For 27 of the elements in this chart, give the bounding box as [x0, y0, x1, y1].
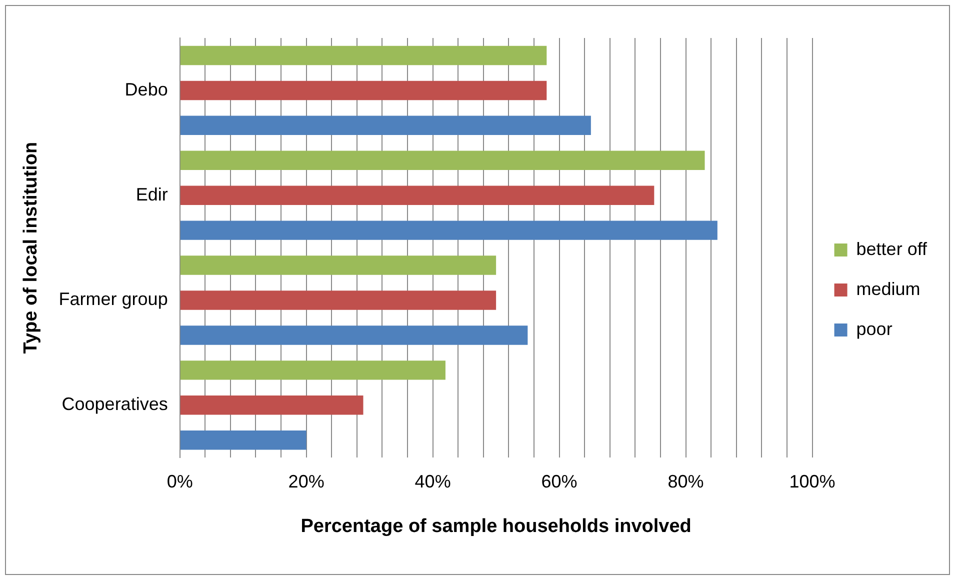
legend-label: better off: [856, 238, 928, 259]
x-tick-label: 20%: [288, 471, 324, 492]
x-tick-label: 60%: [541, 471, 578, 492]
x-tick-label: 100%: [789, 471, 836, 492]
x-tick-label: 80%: [668, 471, 704, 492]
bar: [180, 46, 547, 66]
x-axis-title: Percentage of sample households involved: [300, 516, 692, 537]
bar: [180, 186, 654, 205]
x-tick-label: 40%: [414, 471, 451, 492]
y-axis-title: Type of local institution: [20, 142, 42, 354]
bar: [180, 220, 718, 240]
x-tick-label: 0%: [166, 471, 193, 492]
y-tick-label: Cooperatives: [62, 394, 168, 414]
y-tick-label: Farmer group: [58, 289, 168, 310]
legend-label: medium: [856, 278, 920, 299]
bar: [180, 150, 705, 170]
legend-label: poor: [856, 318, 892, 339]
y-tick-label: Edir: [136, 184, 168, 204]
bar: [180, 430, 306, 450]
bar: [180, 396, 364, 415]
bar: [180, 116, 591, 136]
bar: [180, 360, 446, 380]
bar: [180, 326, 528, 345]
bar: [180, 256, 496, 275]
bar: [180, 290, 496, 310]
bar: [180, 80, 547, 100]
y-tick-label: Debo: [124, 79, 168, 100]
